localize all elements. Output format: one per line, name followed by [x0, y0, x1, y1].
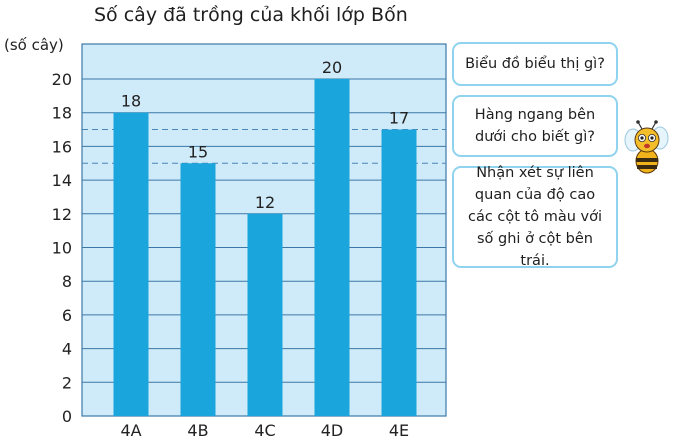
bee-icon [624, 120, 669, 174]
question-bubble-3: Nhận xét sự liên quan của độ cao các cột… [452, 165, 618, 269]
bar-4b [180, 163, 216, 416]
y-axis-label: (số cây) [4, 36, 64, 54]
y-tick-label: 10 [52, 239, 72, 258]
question-text-1: Biểu đồ biểu thị gì? [465, 56, 605, 72]
bar-4c [247, 213, 283, 416]
y-tick-label: 12 [52, 205, 72, 224]
x-tick-label: 4D [321, 421, 344, 440]
y-tick-label: 0 [62, 407, 72, 426]
y-tick-label: 2 [62, 373, 72, 392]
y-tick-label: 14 [52, 171, 72, 190]
bar-4a [113, 112, 149, 416]
y-tick-label: 16 [52, 137, 72, 156]
y-tick-label: 20 [52, 70, 72, 89]
x-tick-label: 4C [254, 421, 275, 440]
chart-title: Số cây đã trồng của khối lớp Bốn [94, 4, 408, 26]
bar-value-label: 15 [188, 142, 208, 161]
x-tick-label: 4E [389, 421, 409, 440]
bar-value-label: 20 [322, 58, 342, 77]
y-tick-label: 8 [62, 272, 72, 291]
question-text-2: Hàng ngang bên dưới cho biết gì? [474, 107, 596, 145]
question-text-3: Nhận xét sự liên quan của độ cao các cột… [467, 165, 603, 269]
y-tick-label: 18 [52, 104, 72, 123]
bar-4e [381, 129, 417, 417]
bar-value-label: 17 [389, 109, 409, 128]
bar-4d [314, 79, 350, 416]
question-bubble-1: Biểu đồ biểu thị gì? [452, 42, 618, 86]
y-tick-label: 4 [62, 340, 72, 359]
y-tick-label: 6 [62, 306, 72, 325]
bar-value-label: 12 [255, 193, 275, 212]
question-bubble-2: Hàng ngang bên dưới cho biết gì? [452, 95, 618, 157]
bar-value-label: 18 [121, 92, 141, 111]
x-tick-label: 4B [187, 421, 208, 440]
x-tick-label: 4A [120, 421, 141, 440]
